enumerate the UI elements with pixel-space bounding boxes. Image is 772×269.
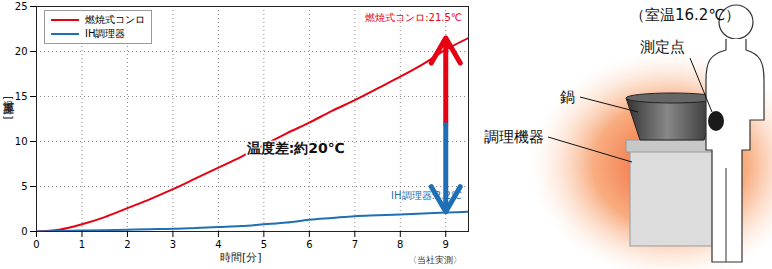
- svg-text:15: 15: [15, 91, 28, 102]
- svg-text:1: 1: [79, 239, 85, 250]
- svg-text:10: 10: [15, 136, 28, 147]
- svg-text:5: 5: [261, 239, 267, 250]
- svg-text:（室温16.2℃）: （室温16.2℃）: [630, 6, 740, 24]
- svg-text:2: 2: [124, 239, 130, 250]
- svg-text:8: 8: [397, 239, 403, 250]
- svg-text:6: 6: [306, 239, 312, 250]
- html-text:燃焼式コンロ: 燃焼式コンロ: [85, 14, 145, 25]
- html-text:温度上昇[℃]: 温度上昇[℃]: [2, 92, 15, 121]
- svg-text:25: 25: [15, 1, 28, 12]
- svg-text:5: 5: [21, 181, 27, 192]
- svg-text:IH調理器:2.2℃: IH調理器:2.2℃: [391, 190, 462, 201]
- svg-text:0: 0: [33, 239, 39, 250]
- html-text:時間[分]: 時間[分]: [220, 251, 262, 264]
- svg-text:3: 3: [170, 239, 176, 250]
- svg-text:温度差:約20℃: 温度差:約20℃: [246, 140, 345, 156]
- svg-text:4: 4: [215, 239, 221, 250]
- svg-text:9: 9: [443, 239, 449, 250]
- html-text:〈当社実測〉: 〈当社実測〉: [408, 255, 462, 265]
- svg-text:測定点: 測定点: [640, 38, 685, 56]
- svg-text:調理機器: 調理機器: [484, 128, 544, 146]
- svg-text:鍋: 鍋: [560, 88, 575, 106]
- svg-text:0: 0: [21, 226, 27, 237]
- svg-text:燃焼式コンロ:21.5℃: 燃焼式コンロ:21.5℃: [365, 12, 462, 23]
- html-text:IH調理器: IH調理器: [85, 28, 126, 39]
- svg-text:20: 20: [15, 46, 28, 57]
- svg-text:7: 7: [352, 239, 358, 250]
